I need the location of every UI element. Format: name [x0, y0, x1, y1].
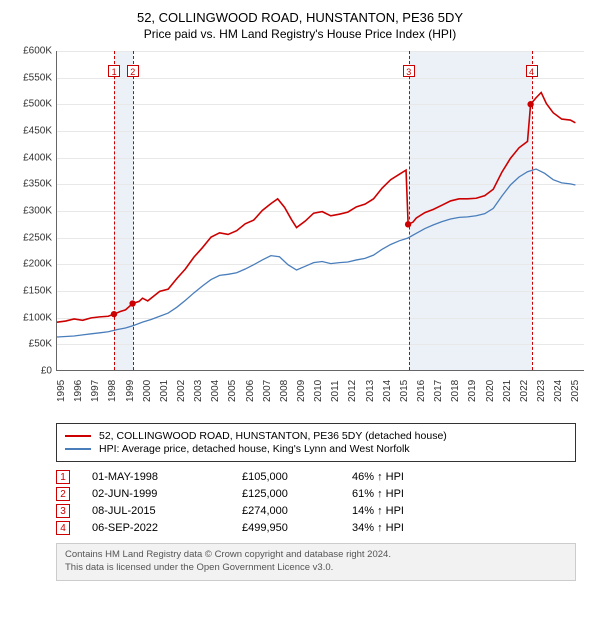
x-axis-label: 2021 [502, 380, 513, 402]
legend-swatch [65, 448, 91, 450]
y-axis-label: £300K [10, 206, 52, 217]
sales-row-pct: 34% ↑ HPI [352, 522, 472, 534]
sale-marker-badge: 4 [526, 65, 538, 77]
legend-swatch [65, 435, 91, 437]
x-axis-label: 2024 [553, 380, 564, 402]
x-axis-label: 1996 [73, 380, 84, 402]
y-axis-label: £400K [10, 152, 52, 163]
x-axis-label: 2015 [399, 380, 410, 402]
title-sub: Price paid vs. HM Land Registry's House … [10, 27, 590, 41]
sale-marker-badge: 1 [108, 65, 120, 77]
x-axis-label: 2022 [519, 380, 530, 402]
titles: 52, COLLINGWOOD ROAD, HUNSTANTON, PE36 5… [10, 10, 590, 41]
legend-row: HPI: Average price, detached house, King… [65, 443, 567, 455]
y-axis-label: £600K [10, 46, 52, 57]
x-axis-label: 2007 [262, 380, 273, 402]
sales-row: 2 02-JUN-1999£125,00061% ↑ HPI [56, 487, 576, 501]
legend-label: 52, COLLINGWOOD ROAD, HUNSTANTON, PE36 5… [99, 430, 447, 442]
sales-row-date: 01-MAY-1998 [92, 471, 242, 483]
chart-container: 52, COLLINGWOOD ROAD, HUNSTANTON, PE36 5… [0, 0, 600, 589]
x-axis-label: 2025 [570, 380, 581, 402]
chart-area: 12 3 4 £0 £50K £100K £150K £200K £250K £300K £350… [10, 47, 590, 417]
footer-line-2: This data is licensed under the Open Gov… [65, 562, 567, 575]
legend-label: HPI: Average price, detached house, King… [99, 443, 410, 455]
sales-row: 1 01-MAY-1998£105,00046% ↑ HPI [56, 470, 576, 484]
sales-row: 4 06-SEP-2022£499,95034% ↑ HPI [56, 521, 576, 535]
y-axis-label: £150K [10, 286, 52, 297]
y-axis-label: £200K [10, 259, 52, 270]
sale-marker-badge: 3 [403, 65, 415, 77]
footer-line-1: Contains HM Land Registry data © Crown c… [65, 549, 567, 562]
x-axis-label: 2016 [416, 380, 427, 402]
sales-row-badge: 3 [56, 504, 70, 518]
sales-row-pct: 14% ↑ HPI [352, 505, 472, 517]
x-axis-label: 1995 [56, 380, 67, 402]
series-price_paid [57, 92, 575, 322]
x-axis-label: 2008 [279, 380, 290, 402]
y-axis-label: £550K [10, 72, 52, 83]
x-axis-label: 2019 [467, 380, 478, 402]
x-axis-label: 2017 [433, 380, 444, 402]
y-axis-label: £0 [10, 366, 52, 377]
plot-area: 12 3 4 [56, 51, 584, 371]
sales-row-price: £499,950 [242, 522, 352, 534]
y-axis-label: £350K [10, 179, 52, 190]
x-axis-label: 2006 [245, 380, 256, 402]
sales-row-pct: 61% ↑ HPI [352, 488, 472, 500]
sales-row-price: £274,000 [242, 505, 352, 517]
x-axis-label: 2012 [347, 380, 358, 402]
x-axis-label: 2004 [210, 380, 221, 402]
sales-row-date: 08-JUL-2015 [92, 505, 242, 517]
x-axis-label: 2005 [227, 380, 238, 402]
x-axis-label: 2003 [193, 380, 204, 402]
x-axis-label: 2020 [485, 380, 496, 402]
x-axis-label: 1997 [90, 380, 101, 402]
x-axis-label: 2023 [536, 380, 547, 402]
y-axis-label: £250K [10, 232, 52, 243]
x-axis-label: 2009 [296, 380, 307, 402]
sales-row-badge: 4 [56, 521, 70, 535]
x-axis-label: 2013 [365, 380, 376, 402]
y-axis-label: £100K [10, 312, 52, 323]
sales-row-date: 06-SEP-2022 [92, 522, 242, 534]
x-axis-label: 2010 [313, 380, 324, 402]
sale-marker-badge: 2 [127, 65, 139, 77]
sales-row: 3 08-JUL-2015£274,00014% ↑ HPI [56, 504, 576, 518]
y-axis-label: £450K [10, 126, 52, 137]
sales-row-date: 02-JUN-1999 [92, 488, 242, 500]
chart-lines [57, 51, 584, 370]
x-axis-label: 2002 [176, 380, 187, 402]
sales-row-price: £105,000 [242, 471, 352, 483]
footer-attribution: Contains HM Land Registry data © Crown c… [56, 543, 576, 581]
series-hpi [57, 169, 575, 337]
y-axis-label: £500K [10, 99, 52, 110]
sales-row-price: £125,000 [242, 488, 352, 500]
x-axis-label: 2014 [382, 380, 393, 402]
legend-row: 52, COLLINGWOOD ROAD, HUNSTANTON, PE36 5… [65, 430, 567, 442]
legend: 52, COLLINGWOOD ROAD, HUNSTANTON, PE36 5… [56, 423, 576, 462]
x-axis-label: 2018 [450, 380, 461, 402]
sales-row-badge: 2 [56, 487, 70, 501]
title-main: 52, COLLINGWOOD ROAD, HUNSTANTON, PE36 5… [10, 10, 590, 25]
x-axis-label: 2000 [142, 380, 153, 402]
y-axis-label: £50K [10, 339, 52, 350]
sales-row-pct: 46% ↑ HPI [352, 471, 472, 483]
x-axis-label: 1999 [125, 380, 136, 402]
x-axis-label: 2011 [330, 380, 341, 402]
sales-row-badge: 1 [56, 470, 70, 484]
sales-table: 1 01-MAY-1998£105,00046% ↑ HPI 2 02-JUN-199… [56, 470, 576, 535]
x-axis-label: 1998 [107, 380, 118, 402]
x-axis-label: 2001 [159, 380, 170, 402]
